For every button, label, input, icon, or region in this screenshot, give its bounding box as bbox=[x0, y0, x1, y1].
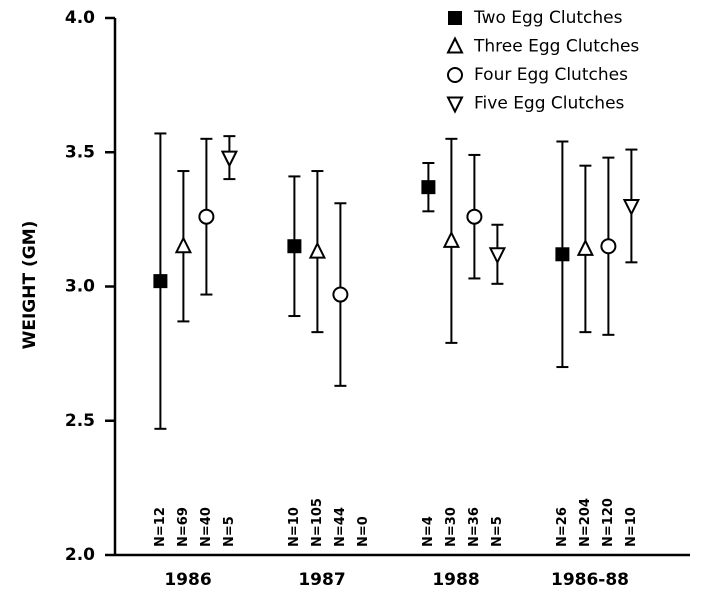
legend-marker bbox=[448, 11, 462, 25]
x-tick-label: 1986-88 bbox=[551, 570, 629, 590]
legend-label: Four Egg Clutches bbox=[474, 65, 628, 85]
point bbox=[198, 208, 215, 225]
n-label: N=204 bbox=[578, 498, 593, 547]
y-tick-label: 3.5 bbox=[65, 142, 95, 162]
n-label: N=4 bbox=[421, 516, 436, 547]
legend-label: Two Egg Clutches bbox=[473, 8, 623, 28]
x-tick-label: 1987 bbox=[298, 570, 345, 590]
n-label: N=10 bbox=[624, 507, 639, 547]
legend-marker bbox=[447, 67, 463, 83]
n-label: N=40 bbox=[199, 507, 214, 547]
point bbox=[332, 286, 349, 303]
point bbox=[174, 235, 193, 254]
n-label: N=69 bbox=[176, 507, 191, 547]
x-tick-label: 1988 bbox=[432, 570, 479, 590]
y-tick-label: 2.5 bbox=[65, 411, 95, 431]
y-tick-label: 3.0 bbox=[65, 277, 95, 297]
point bbox=[220, 150, 239, 168]
point bbox=[600, 238, 617, 255]
n-label: N=105 bbox=[310, 498, 325, 547]
point bbox=[287, 239, 302, 254]
legend-marker bbox=[446, 36, 464, 54]
y-tick-label: 2.0 bbox=[65, 545, 95, 565]
point bbox=[421, 180, 436, 195]
y-tick-label: 4.0 bbox=[65, 8, 95, 28]
n-label: N=30 bbox=[444, 507, 459, 547]
legend-label: Five Egg Clutches bbox=[474, 94, 625, 114]
legend-marker bbox=[446, 96, 464, 114]
point bbox=[308, 241, 327, 259]
point bbox=[153, 274, 168, 289]
point bbox=[488, 247, 507, 265]
n-label: N=26 bbox=[555, 507, 570, 547]
x-tick-label: 1986 bbox=[164, 570, 211, 590]
point bbox=[466, 208, 483, 225]
legend-label: Three Egg Clutches bbox=[473, 37, 639, 57]
n-label: N=0 bbox=[356, 516, 371, 547]
y-axis-label: WEIGHT (GM) bbox=[20, 221, 40, 350]
n-label: N=10 bbox=[287, 507, 302, 547]
n-label: N=44 bbox=[333, 507, 348, 547]
point bbox=[555, 247, 570, 262]
n-label: N=12 bbox=[153, 507, 168, 547]
n-label: N=36 bbox=[467, 507, 482, 547]
point bbox=[442, 230, 461, 248]
n-label: N=120 bbox=[601, 498, 616, 547]
point bbox=[576, 238, 595, 256]
n-label: N=5 bbox=[222, 516, 237, 547]
n-label: N=5 bbox=[490, 516, 505, 547]
point bbox=[622, 198, 641, 217]
